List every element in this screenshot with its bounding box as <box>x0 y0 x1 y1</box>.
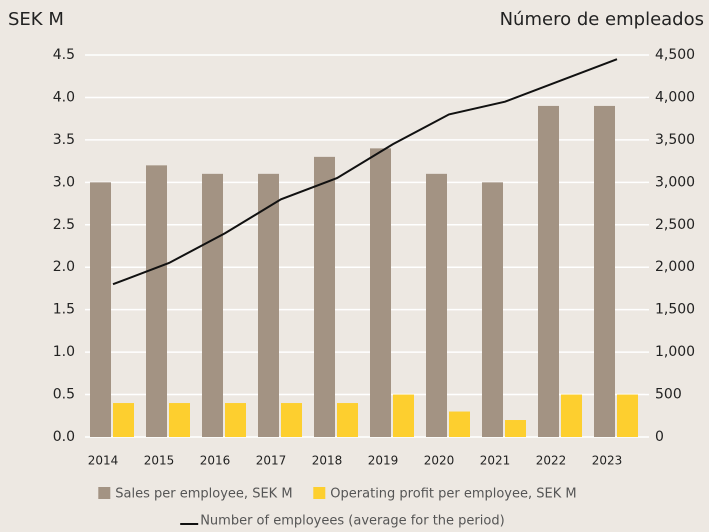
bar <box>113 403 134 437</box>
legend-label: Operating profit per employee, SEK M <box>330 487 576 502</box>
x-tick-label: 2023 <box>592 454 623 468</box>
y-tick-label: 3.5 <box>53 132 75 148</box>
bar <box>393 394 414 437</box>
bar <box>146 165 167 437</box>
x-tick-label: 2019 <box>368 454 399 468</box>
y2-tick-label: 500 <box>655 387 682 403</box>
bar <box>202 173 223 437</box>
x-tick-label: 2014 <box>88 454 119 468</box>
x-tick-label: 2020 <box>424 454 455 468</box>
bar <box>314 156 335 437</box>
bar <box>426 173 447 437</box>
line <box>112 58 618 286</box>
x-tick-label: 2018 <box>312 454 343 468</box>
x-tick-label: 2016 <box>200 454 231 468</box>
legend-label: Number of employees (average for the per… <box>200 514 504 529</box>
y-axis-title: SEK M <box>8 9 64 30</box>
y-tick-label: 1.5 <box>53 302 75 318</box>
y2-tick-label: 3,500 <box>655 132 695 148</box>
y2-tick-label: 4,000 <box>655 89 695 105</box>
y-tick-label: 0.5 <box>53 387 75 403</box>
y2-axis-title: Número de empleados <box>500 9 704 30</box>
bar <box>370 148 391 437</box>
y2-tick-label: 2,000 <box>655 259 695 275</box>
bar <box>594 105 615 437</box>
bar <box>90 182 111 437</box>
y2-tick-label: 4,500 <box>655 47 695 63</box>
y-tick-label: 3.0 <box>53 174 75 190</box>
y-tick-label: 4.0 <box>53 89 75 105</box>
y-tick-label: 2.5 <box>53 217 75 233</box>
y2-tick-label: 1,000 <box>655 344 695 360</box>
bar <box>617 394 638 437</box>
bar <box>449 411 470 437</box>
bar <box>482 182 503 437</box>
y-tick-label: 2.0 <box>53 259 75 275</box>
bar <box>258 173 279 437</box>
y2-tick-label: 2,500 <box>655 217 695 233</box>
y-tick-label: 0.0 <box>53 429 75 445</box>
legend-label: Sales per employee, SEK M <box>115 487 292 502</box>
bar <box>561 394 582 437</box>
legend-swatch <box>98 487 111 499</box>
bar <box>281 403 302 437</box>
y-tick-label: 1.0 <box>53 344 75 360</box>
y2-tick-label: 0 <box>655 429 664 445</box>
y2-tick-label: 3,000 <box>655 174 695 190</box>
y2-tick-label: 1,500 <box>655 302 695 318</box>
x-tick-label: 2017 <box>256 454 287 468</box>
bar <box>337 403 358 437</box>
bar <box>505 420 526 437</box>
bar <box>169 403 190 437</box>
x-tick-label: 2015 <box>144 454 175 468</box>
bar <box>538 105 559 437</box>
y-tick-label: 4.5 <box>53 47 75 63</box>
x-tick-label: 2021 <box>480 454 511 468</box>
legend-swatch <box>313 487 326 499</box>
bar <box>225 403 246 437</box>
x-tick-label: 2022 <box>536 454 567 468</box>
